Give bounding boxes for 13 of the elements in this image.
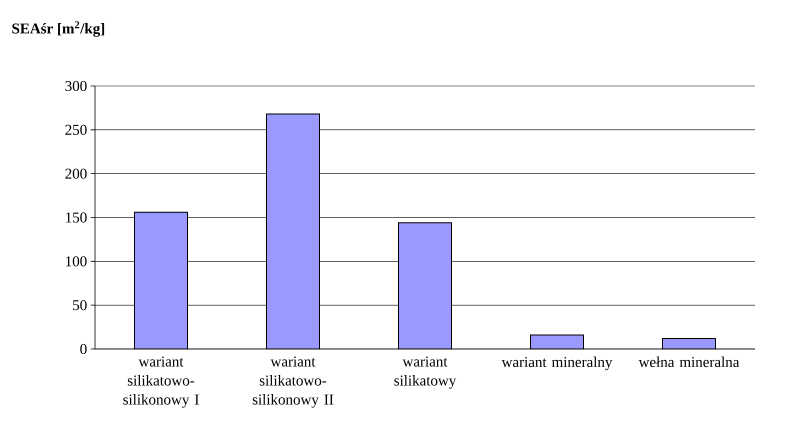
y-tick-label: 200 <box>65 168 87 179</box>
y-axis-title: SEAśr [m$^{2}$/kg] <box>12 21 104 37</box>
x-tick-label: wariant silikatowo-silikonowy I <box>123 356 199 408</box>
x-tick-label: wełna mineralna <box>638 356 740 368</box>
y-tick-label: 250 <box>65 124 87 135</box>
x-tick-label: wariant silikatowo-silikonowy II <box>252 356 334 408</box>
y-tick-label: 300 <box>65 80 87 92</box>
y-tick-label: 100 <box>66 256 87 266</box>
y-tick-label: 50 <box>73 300 87 310</box>
x-tick-label: wariant mineralny <box>502 356 612 370</box>
x-tick-label: wariant silikatowy <box>394 356 456 389</box>
y-tick-label: 0 <box>80 344 87 354</box>
y-tick-label: 150 <box>66 212 87 223</box>
